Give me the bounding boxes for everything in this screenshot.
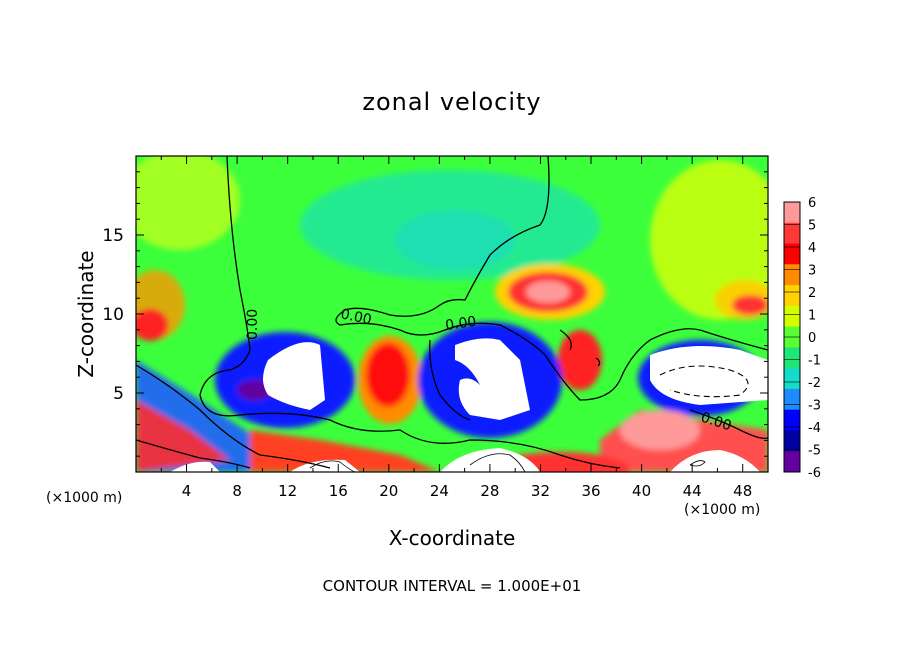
y-axis-unit: (×1000 m)	[46, 490, 123, 506]
colorbar-label: 2	[808, 286, 816, 301]
heatmap-field	[136, 156, 768, 472]
x-tick-label: 24	[430, 482, 449, 500]
saturated-region	[650, 346, 768, 405]
x-tick-label: 48	[733, 482, 752, 500]
colorbar-label: -4	[808, 421, 821, 436]
x-tick-label: 36	[581, 482, 600, 500]
colorbar-label: -3	[808, 399, 821, 414]
x-axis-unit: (×1000 m)	[684, 502, 761, 518]
contour-label: 0.00	[339, 306, 373, 328]
colorbar-label: -6	[808, 466, 821, 481]
saturated-region	[290, 459, 360, 472]
colorbar-swatch	[784, 388, 800, 411]
x-tick-label: 8	[232, 482, 242, 500]
colorbar-swatch	[784, 451, 800, 473]
colorbar-label: -2	[808, 376, 821, 391]
colorbar-swatch	[784, 409, 800, 431]
x-tick-label: 32	[531, 482, 550, 500]
colorbar-swatch	[784, 222, 800, 245]
colorbar-label: -1	[808, 354, 821, 369]
axis-ticks	[136, 156, 768, 472]
colorbar-swatch	[784, 243, 800, 265]
saturated-region	[263, 342, 325, 410]
saturated-region	[170, 461, 220, 472]
x-tick-label: 28	[480, 482, 499, 500]
colorbar-swatch	[784, 305, 800, 328]
colorbar-label: 5	[808, 219, 816, 234]
colorbar-label: -5	[808, 444, 821, 459]
saturated-region	[455, 338, 530, 420]
contour-lines	[136, 156, 768, 472]
colorbar-label: 0	[808, 331, 816, 346]
y-tick-label: 15	[102, 226, 124, 246]
colorbar-swatch	[784, 264, 800, 286]
negative-contour	[659, 365, 749, 398]
contour-label: 0.00	[444, 314, 477, 334]
colorbar: 6 5 4 3 2 1 0 -1 -2 -3 -4 -5 -6	[783, 196, 821, 481]
contour-interval-note: CONTOUR INTERVAL = 1.000E+01	[322, 577, 582, 595]
chart-title: zonal velocity	[362, 88, 542, 116]
colorbar-swatch	[784, 430, 800, 452]
y-tick-label: 5	[113, 384, 124, 404]
colorbar-label: 3	[808, 264, 816, 279]
saturated-region	[440, 448, 540, 472]
colorbar-swatch	[784, 285, 800, 307]
x-tick-label: 44	[683, 482, 702, 500]
contour-label: 0.00	[245, 309, 261, 340]
colorbar-label: 6	[808, 196, 816, 211]
y-tick-label: 10	[102, 305, 124, 325]
x-tick-label: 12	[278, 482, 297, 500]
colorbar-label: 1	[808, 309, 816, 324]
x-tick-label: 20	[379, 482, 398, 500]
y-axis-label: Z-coordinate	[74, 250, 98, 378]
colorbar-swatch	[784, 347, 800, 369]
x-tick-label: 4	[182, 482, 192, 500]
colorbar-label: 4	[808, 241, 816, 256]
colorbar-swatch	[784, 368, 800, 390]
x-tick-label: 40	[632, 482, 651, 500]
x-tick-label: 16	[329, 482, 348, 500]
x-axis-label: X-coordinate	[388, 526, 516, 550]
colorbar-swatch	[784, 202, 800, 224]
